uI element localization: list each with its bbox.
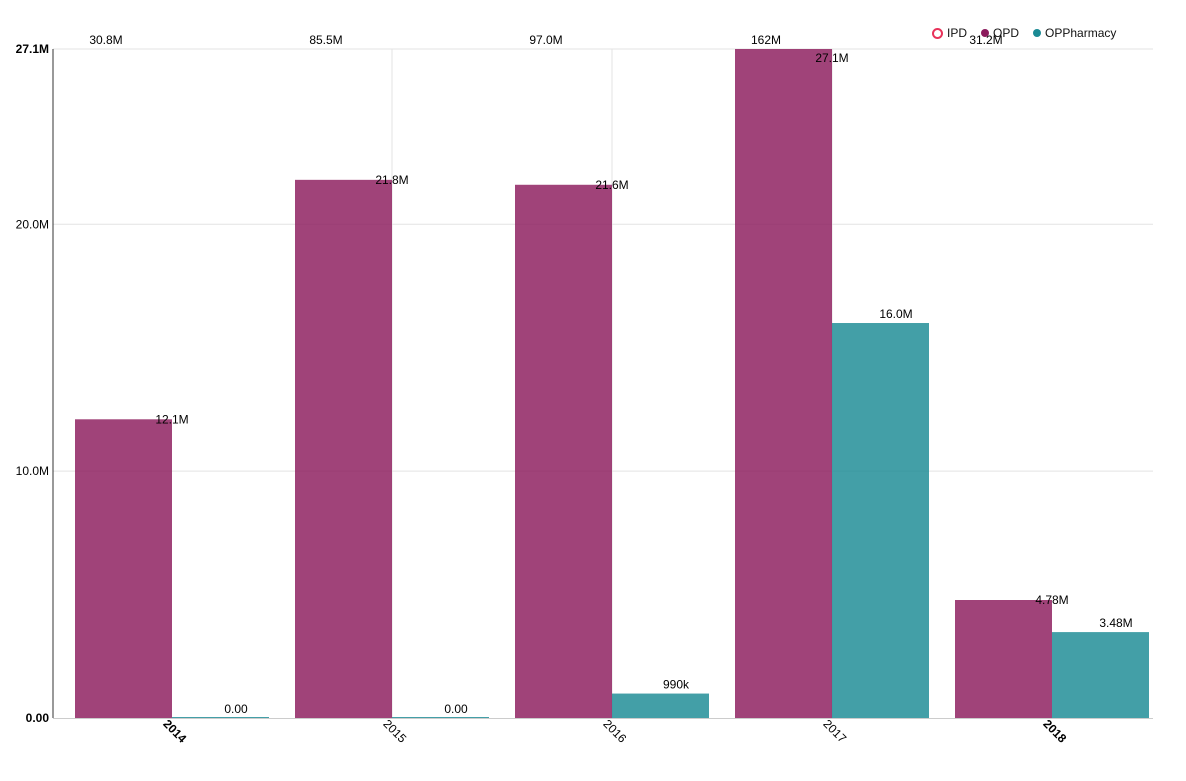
x-tick-label: 2018 [1040,717,1069,746]
bar-opd-2017[interactable] [735,49,832,718]
data-label-oppharmacy-2015: 0.00 [444,702,468,716]
legend-item-oppharmacy[interactable]: OPPharmacy [1033,26,1116,40]
data-label-opd-2017: 27.1M [815,51,848,65]
data-label-ipd-2018: 31.2M [969,33,1002,47]
oppharmacy-swatch-icon [1033,29,1042,37]
opd-swatch-icon [981,29,990,37]
data-label-oppharmacy-2017: 16.0M [879,307,912,321]
bar-opd-2015[interactable] [295,179,392,718]
legend-label-opd: OPD [993,26,1020,40]
bar-oppharmacy-2014[interactable] [172,717,269,718]
y-tick-label: 10.0M [16,464,49,478]
data-label-ipd-2017: 162M [751,33,781,47]
legend-item-opd[interactable]: OPD [981,26,1019,40]
y-tick-label: 0.00 [26,711,50,725]
x-tick-label: 2016 [600,717,629,746]
data-label-ipd-2014: 30.8M [89,33,122,47]
y-tick-label: 27.1M [16,42,49,56]
bar-opd-2016[interactable] [515,184,612,718]
bar-oppharmacy-2016[interactable] [612,693,709,718]
data-label-oppharmacy-2014: 0.00 [224,702,248,716]
data-label-ipd-2016: 97.0M [529,33,562,47]
data-label-oppharmacy-2018: 3.48M [1099,616,1132,630]
data-label-opd-2014: 12.1M [155,412,188,426]
legend-item-ipd[interactable]: IPD [932,26,967,40]
legend-label-oppharmacy: OPPharmacy [1045,26,1117,40]
data-label-opd-2018: 4.78M [1035,593,1068,607]
bar-oppharmacy-2017[interactable] [832,323,929,718]
data-label-opd-2016: 21.6M [595,178,628,192]
legend: IPD OPD OPPharmacy [932,26,1116,40]
x-tick-label: 2015 [380,717,409,746]
data-label-ipd-2015: 85.5M [309,33,342,47]
bar-opd-2014[interactable] [75,419,172,718]
legend-label-ipd: IPD [947,26,968,40]
ipd-swatch-icon [932,27,943,39]
data-label-oppharmacy-2016: 990k [663,678,690,692]
bar-oppharmacy-2018[interactable] [1052,632,1149,718]
x-tick-label: 2017 [820,717,849,746]
x-tick-label: 2014 [160,717,189,746]
data-label-opd-2015: 21.8M [375,173,408,187]
bar-oppharmacy-2015[interactable] [392,717,489,718]
bar-opd-2018[interactable] [955,599,1052,718]
y-tick-label: 20.0M [16,217,49,231]
